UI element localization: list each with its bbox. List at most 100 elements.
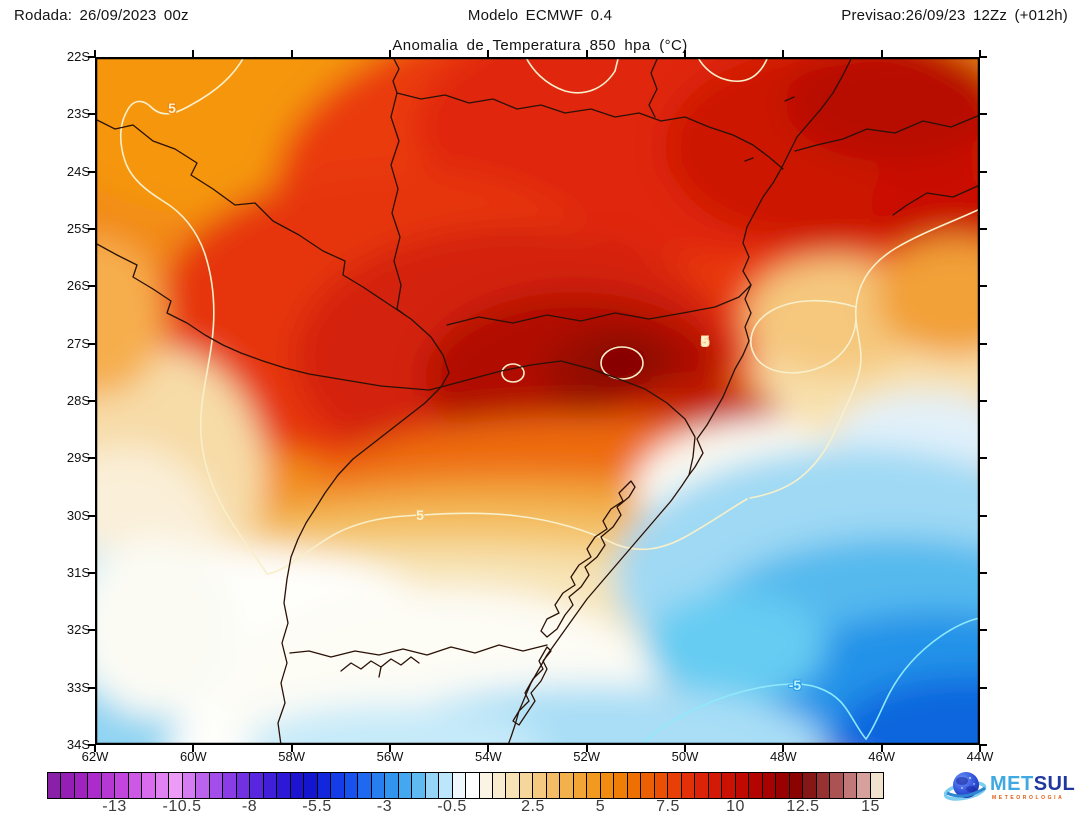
lon-tick <box>389 50 391 57</box>
lat-label: 32S <box>66 622 90 638</box>
lat-tick <box>980 400 987 402</box>
lat-tick <box>980 686 987 689</box>
anomaly-field-svg <box>95 57 980 745</box>
colorbar-cell <box>452 773 467 798</box>
colorbar-cell <box>74 773 89 798</box>
colorbar-cell <box>371 773 386 798</box>
lat-tick <box>980 744 987 746</box>
colorbar-cell <box>546 773 561 798</box>
lon-label: 54W <box>474 749 502 764</box>
lat-tick <box>88 686 95 689</box>
colorbar-cell <box>277 773 291 798</box>
colorbar-cell <box>533 773 547 798</box>
colorbar-cell <box>776 773 790 798</box>
colorbar-cell <box>317 773 332 798</box>
lat-tick <box>980 572 987 574</box>
colorbar-cell <box>439 773 453 798</box>
logo-met-text: MET <box>990 773 1034 795</box>
colorbar-cell <box>789 773 804 798</box>
colorbar-cell <box>101 773 116 798</box>
colorbar-cell <box>250 773 264 798</box>
lon-tick <box>487 50 490 57</box>
forecast-label: Previsao:26/09/23 12Zz (+012h) <box>841 7 1068 24</box>
colorbar-cell <box>816 773 831 798</box>
colorbar-cell <box>223 773 237 798</box>
plot-title: Anomalia de Temperatura 850 hpa (°C) <box>392 37 688 54</box>
lat-tick <box>88 285 95 288</box>
metsul-wordmark: METSUL <box>990 773 1075 796</box>
colorbar-tick-label: -0.5 <box>437 798 467 815</box>
colorbar-cell <box>398 773 413 798</box>
colorbar-cell <box>425 773 440 798</box>
lat-tick <box>980 56 987 58</box>
colorbar-cell <box>708 773 723 798</box>
colorbar-cell <box>506 773 520 798</box>
colorbar-cell <box>654 773 669 798</box>
colorbar-cell <box>668 773 682 798</box>
colorbar-cell <box>492 773 507 798</box>
model-label: Modelo ECMWF 0.4 <box>467 7 613 24</box>
lon-label: 56W <box>376 749 404 764</box>
lon-tick <box>290 50 293 57</box>
colorbar-cell <box>344 773 359 798</box>
colorbar-cell <box>695 773 709 798</box>
lon-label: 48W <box>769 749 797 764</box>
lon-label: 50W <box>671 749 699 764</box>
colorbar-cell <box>169 773 183 798</box>
colorbar-cell <box>870 773 884 798</box>
colorbar-cell <box>115 773 129 798</box>
lon-tick <box>192 745 195 752</box>
logo-subtitle: METEOROLOGIA <box>992 795 1065 801</box>
colorbar-cell <box>304 773 318 798</box>
colorbar-cell <box>412 773 426 798</box>
lat-tick <box>88 228 95 230</box>
colorbar-cell <box>519 773 534 798</box>
lat-label: 23S <box>66 106 90 122</box>
colorbar-cell <box>466 773 480 798</box>
colorbar-cell <box>196 773 210 798</box>
metsul-logo: METSUL METEOROLOGIA <box>943 765 1076 811</box>
colorbar-cell <box>857 773 871 798</box>
colorbar-cell <box>641 773 655 798</box>
minus5-contour-line <box>639 617 980 745</box>
colorbar-cell <box>600 773 615 798</box>
colorbar-tick-label: -8 <box>241 798 258 815</box>
lon-tick <box>684 745 686 752</box>
colorbar-cell <box>182 773 197 798</box>
lat-label: 25S <box>66 221 90 236</box>
lat-tick <box>88 56 95 58</box>
colorbar-cell <box>803 773 817 798</box>
colorbar-cell <box>735 773 750 798</box>
colorbar-ticks: -13 -10.5 -8 -5.5 -3 -0.5 2.5 5 7.5 10 12.5 15 <box>0 798 1080 818</box>
colorbar <box>47 772 884 799</box>
lat-label: 30S <box>66 507 90 523</box>
anomaly-map <box>95 57 980 745</box>
lat-label: 27S <box>66 335 90 351</box>
lat-tick <box>980 342 987 345</box>
lat-label: 24S <box>66 163 90 179</box>
colorbar-cell <box>762 773 777 798</box>
colorbar-tick-label: -10.5 <box>162 798 202 815</box>
lon-label: 44W <box>966 749 994 764</box>
colorbar-cell <box>830 773 844 798</box>
run-label: Rodada: 26/09/2023 00z <box>14 7 189 24</box>
lon-tick <box>782 745 785 752</box>
lon-tick <box>192 50 195 57</box>
temperature-field <box>95 57 980 745</box>
colorbar-cell <box>627 773 642 798</box>
lon-tick <box>880 745 883 752</box>
lon-tick <box>389 745 391 752</box>
lon-tick <box>782 50 785 57</box>
lat-tick <box>88 744 95 746</box>
lat-tick <box>980 457 987 460</box>
geographic-borders <box>95 57 980 745</box>
colorbar-cell <box>155 773 170 798</box>
lat-tick <box>980 170 987 173</box>
lon-label: 58W <box>278 749 306 764</box>
lat-tick <box>980 629 987 632</box>
lat-tick <box>980 514 987 517</box>
lat-tick <box>980 228 987 230</box>
lon-tick <box>487 745 490 752</box>
colorbar-cell <box>263 773 278 798</box>
colorbar-cell <box>681 773 696 798</box>
